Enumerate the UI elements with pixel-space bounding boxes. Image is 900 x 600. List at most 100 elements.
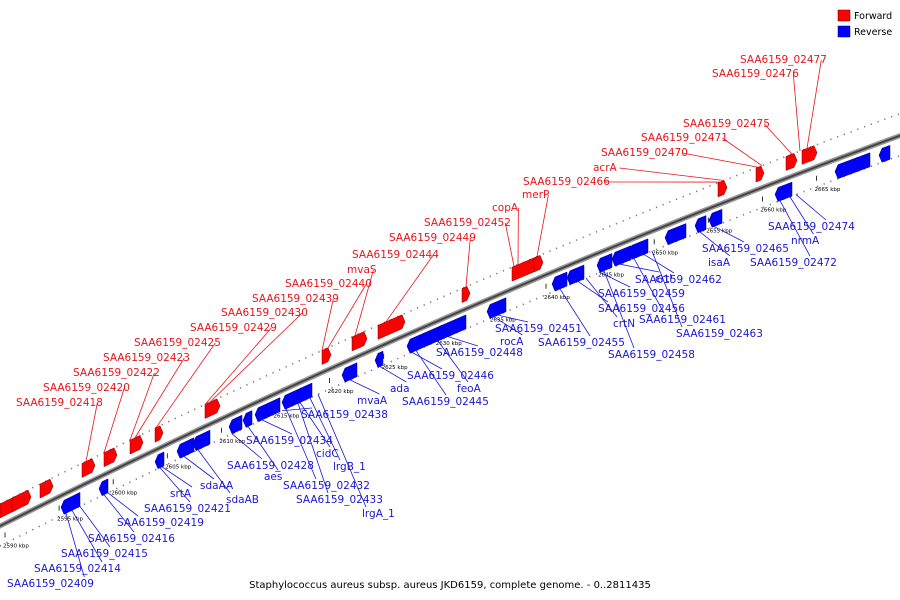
reverse-leader-line: [317, 394, 367, 508]
reverse-leader-line: [599, 272, 631, 288]
reverse-gene-label: cidC: [316, 448, 339, 460]
reverse-leader-line: [493, 316, 523, 336]
forward-gene-label: SAA6159_02439: [252, 293, 339, 305]
reverse-gene-label: SAA6159_02414: [34, 563, 121, 575]
reverse-feature-block: [98, 478, 109, 497]
reverse-feature-block: [596, 253, 613, 273]
reverse-gene-label: SAA6159_02409: [7, 578, 94, 590]
forward-gene-label: SAA6159_02420: [43, 382, 130, 394]
forward-leader-line: [504, 222, 515, 267]
forward-leader-line: [465, 237, 471, 287]
reverse-gene-label: SAA6159_02428: [227, 460, 314, 472]
scale-label: 2595 kbp: [57, 517, 83, 523]
scale-label: 2630 kbp: [436, 341, 462, 347]
reverse-feature-block: [228, 414, 243, 435]
reverse-gene-label: SAA6159_02419: [117, 517, 204, 529]
reverse-gene-label: SAA6159_02459: [598, 288, 685, 300]
forward-feature-block: [785, 153, 798, 171]
reverse-leader-line: [789, 196, 814, 235]
reverse-gene-label: SAA6159_02445: [402, 396, 489, 408]
reverse-leader-line: [559, 288, 591, 337]
reverse-gene-label: sdaAA: [200, 480, 234, 492]
reverse-leader-line: [447, 336, 479, 347]
reverse-leader-line: [297, 403, 329, 494]
reverse-feature-block: [176, 437, 195, 459]
reverse-gene-label: SAA6159_02434: [246, 435, 333, 447]
legend-reverse-label: Reverse: [854, 27, 892, 38]
reverse-gene-label: srtA: [170, 488, 192, 500]
reverse-gene-label: SAA6159_02415: [61, 548, 148, 560]
reverse-gene-label: SAA6159_02461: [639, 314, 726, 326]
forward-gene-label: SAA6159_02476: [712, 68, 799, 80]
reverse-leader-line: [183, 456, 215, 480]
reverse-gene-label: SAA6159_02438: [301, 409, 388, 421]
forward-feature-block: [321, 347, 332, 365]
scale-label: 2635 kbp: [490, 318, 516, 324]
reverse-gene-label: crtN: [613, 318, 635, 330]
reverse-feature-block: [192, 429, 211, 452]
reverse-feature-block: [242, 410, 253, 428]
forward-leader-line: [327, 283, 367, 348]
reverse-feature-block: [551, 271, 568, 292]
scale-label: 2620 kbp: [328, 389, 354, 395]
reverse-gene-label: SAA6159_02451: [495, 323, 582, 335]
forward-gene-label: SAA6159_02425: [134, 337, 221, 349]
reverse-feature-block: [628, 238, 649, 260]
forward-leader-line: [155, 342, 216, 428]
scale-label: 2615 kbp: [274, 414, 300, 420]
reverse-gene-label: rocA: [500, 336, 524, 348]
reverse-feature-block: [834, 156, 859, 179]
forward-leader-line: [209, 312, 303, 403]
forward-gene-label: SAA6159_02471: [641, 132, 728, 144]
reverse-leader-line: [603, 270, 635, 349]
forward-gene-label: SAA6159_02422: [73, 367, 160, 379]
reverse-gene-label: ada: [390, 383, 410, 395]
reverse-leader-line: [577, 281, 609, 303]
reverse-leader-line: [411, 351, 443, 370]
forward-leader-line: [321, 298, 334, 351]
forward-leader-line: [764, 123, 793, 155]
forward-gene-label: SAA6159_02452: [424, 217, 511, 229]
forward-gene-label: SAA6159_02440: [285, 278, 372, 290]
scale-label: 2610 kbp: [219, 439, 245, 445]
forward-leader-line: [134, 357, 185, 438]
scale-ticks: 2590 kbp 2595 kbp 2600 kbp 2605 kbp 2610 kbp…: [3, 175, 841, 549]
forward-feature-block: [377, 314, 406, 340]
forward-gene-label: SAA6159_02430: [221, 307, 308, 319]
forward-leader-line: [354, 269, 374, 336]
scale-label: 2650 kbp: [652, 250, 678, 256]
reverse-leader-line: [585, 277, 618, 318]
reverse-leader-line: [159, 467, 191, 503]
reverse-leader-line: [285, 408, 317, 480]
reverse-leader-line: [161, 466, 193, 488]
reverse-gene-label: sdaAB: [226, 494, 259, 506]
reverse-gene-label: crtI: [655, 273, 672, 285]
scale-label: 2605 kbp: [165, 464, 191, 470]
scale-label: 2660 kbp: [760, 208, 786, 214]
reverse-gene-label: isaA: [708, 257, 731, 269]
forward-gene-label: acrA: [593, 162, 618, 174]
reverse-leader-line: [713, 226, 745, 243]
reverse-leader-line: [261, 419, 293, 435]
forward-leader-line: [129, 372, 155, 441]
scale-label: 2640 kbp: [544, 295, 570, 301]
reverse-gene-label: SAA6159_02455: [538, 337, 625, 349]
reverse-feature-block: [694, 215, 707, 234]
forward-gene-label: mvaS: [347, 264, 377, 276]
reverse-feature-block: [254, 397, 281, 423]
reverse-leader-line: [71, 510, 103, 563]
reverse-leader-line: [633, 258, 665, 314]
reverse-feature-block: [664, 223, 687, 246]
forward-leader-line: [536, 194, 549, 257]
reverse-leader-line: [299, 402, 331, 448]
reverse-gene-labels: SAA6159_02409 SAA6159_02414 SAA6159_02415 S…: [7, 221, 855, 590]
reverse-feature-block: [406, 324, 443, 354]
reverse-gene-label: SAA6159_02448: [436, 347, 523, 359]
reverse-gene-label: feoA: [457, 383, 482, 395]
reverse-leader-line: [437, 340, 469, 383]
forward-feature-block: [204, 398, 221, 419]
reverse-feature-block: [341, 362, 358, 383]
forward-gene-label: SAA6159_02475: [683, 118, 770, 130]
reverse-gene-label: SAA6159_02474: [768, 221, 855, 233]
reverse-leader-line: [379, 366, 407, 383]
